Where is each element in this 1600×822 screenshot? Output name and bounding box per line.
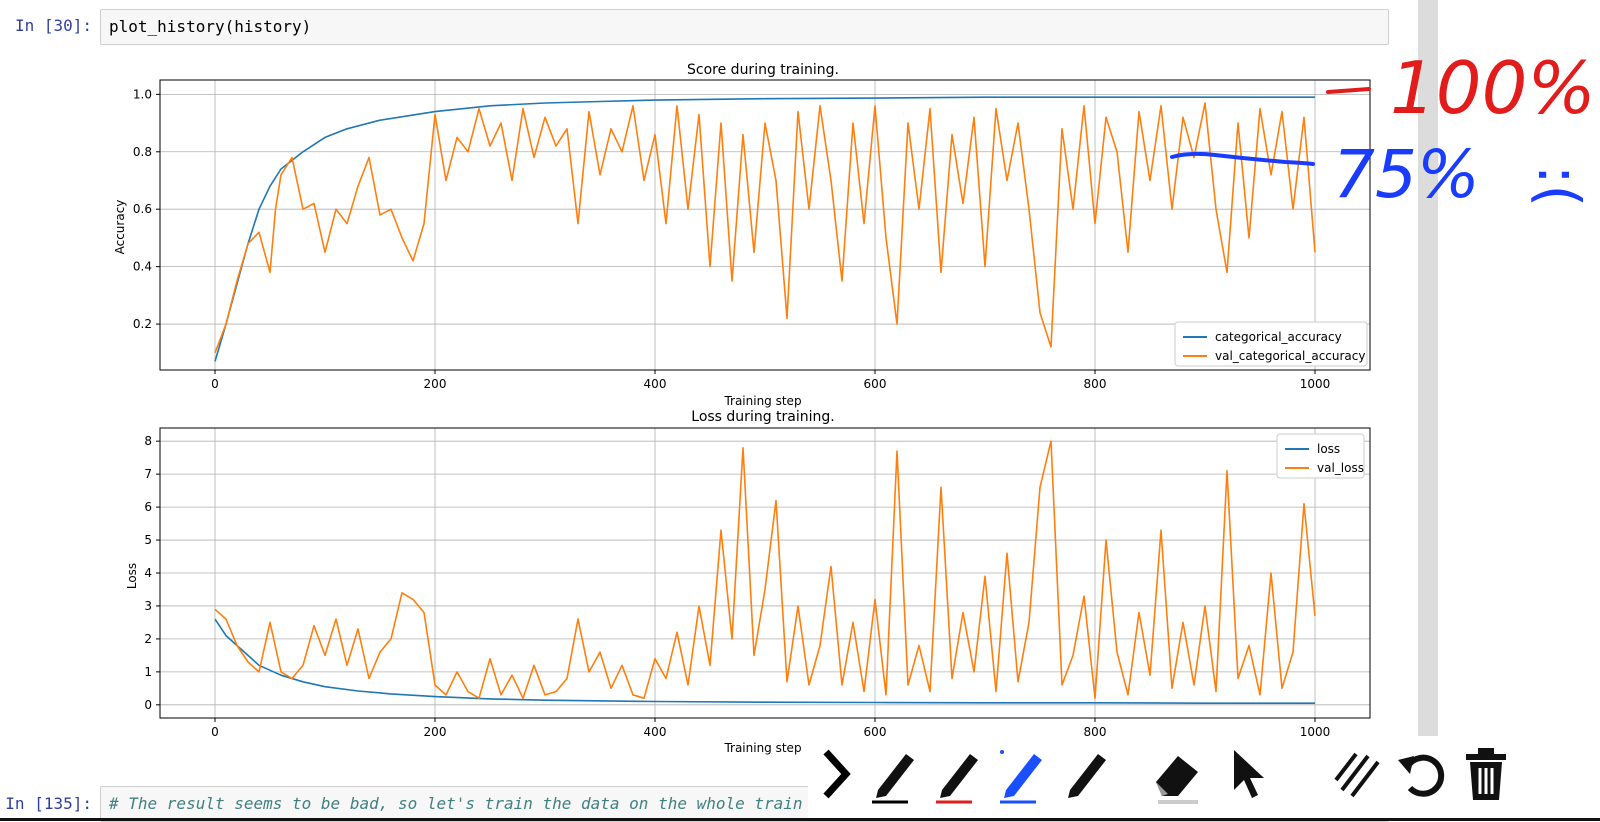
eraser-icon[interactable] xyxy=(1148,742,1208,806)
x-axis-label: Training step xyxy=(723,394,801,408)
y-tick-label: 0 xyxy=(144,698,152,712)
notebook-area: In [30]: plot_history(history) 0 200 400 60… xyxy=(5,9,1389,822)
legend-entry: val_loss xyxy=(1317,461,1364,475)
code-cell[interactable]: plot_history(history) xyxy=(100,9,1389,45)
chart-title: Loss during training. xyxy=(691,409,834,425)
y-tick-label: 1.0 xyxy=(133,87,152,101)
undo-icon[interactable] xyxy=(1392,742,1452,806)
y-tick-label: 7 xyxy=(144,467,152,481)
y-tick-label: 0.8 xyxy=(133,145,152,159)
window-bottom-edge xyxy=(0,818,1600,821)
cell-prompt: In [135]: xyxy=(5,794,92,813)
trash-icon[interactable] xyxy=(1456,742,1516,806)
y-tick-label: 6 xyxy=(144,500,152,514)
x-tick-label: 0 xyxy=(211,725,219,739)
pen-black-icon[interactable] xyxy=(864,742,924,806)
whiteboard-area[interactable] xyxy=(1418,0,1600,821)
series-line-val_loss xyxy=(214,440,1316,700)
loss-chart: 0 200 400 600 800 1000 0 1 2 3 4 5 6 7 8 loss val_loss xyxy=(144,427,1371,739)
chevron-right-icon[interactable] xyxy=(808,742,868,806)
clear-lines-icon[interactable] xyxy=(1328,742,1388,806)
legend: categorical_accuracy val_categorical_accu… xyxy=(1174,321,1368,367)
x-tick-label: 600 xyxy=(864,377,887,391)
chart-title: Score during training. xyxy=(687,62,839,78)
cell-prompt: In [30]: xyxy=(14,16,92,35)
legend-entry: categorical_accuracy xyxy=(1215,330,1342,344)
y-tick-label: 1 xyxy=(144,665,152,679)
x-tick-label: 0 xyxy=(211,377,219,391)
x-axis-label: Training step xyxy=(723,741,801,755)
x-tick-label: 400 xyxy=(644,725,667,739)
y-tick-label: 2 xyxy=(144,632,152,646)
legend: loss val_loss xyxy=(1276,433,1365,479)
scrollbar[interactable] xyxy=(1418,0,1438,821)
y-tick-label: 8 xyxy=(144,434,152,448)
x-tick-label: 600 xyxy=(864,725,887,739)
x-tick-label: 200 xyxy=(424,725,447,739)
y-tick-label: 0.4 xyxy=(133,260,152,274)
plot-output: 0 200 400 600 800 10000.20.40.60.81.0categori… xyxy=(113,62,1371,755)
plot-frame xyxy=(159,79,1371,371)
y-tick-label: 5 xyxy=(144,533,152,547)
y-tick-label: 0.2 xyxy=(133,317,152,331)
pen-white-icon[interactable] xyxy=(1056,742,1116,806)
x-tick-label: 800 xyxy=(1084,377,1107,391)
pen-blue-icon[interactable] xyxy=(992,742,1052,806)
x-tick-label: 400 xyxy=(644,377,667,391)
legend-entry: loss xyxy=(1317,442,1340,456)
legend-entry: val_categorical_accuracy xyxy=(1215,349,1365,363)
x-tick-label: 1000 xyxy=(1300,377,1331,391)
x-tick-label: 1000 xyxy=(1300,725,1331,739)
y-tick-label: 0.6 xyxy=(133,202,152,216)
pen-red-icon[interactable] xyxy=(928,742,988,806)
series-line-categorical_accuracy xyxy=(214,96,1315,362)
pointer-icon[interactable] xyxy=(1220,742,1280,806)
x-tick-label: 200 xyxy=(424,377,447,391)
legend-box xyxy=(1174,321,1368,367)
y-tick-label: 3 xyxy=(144,599,152,613)
series-line-loss xyxy=(214,618,1315,705)
y-tick-label: 4 xyxy=(144,566,152,580)
y-axis-label: Loss xyxy=(125,563,139,589)
accuracy-chart: 0 200 400 600 800 1000 0.2 0.4 0.6 0.8 1.0 categori… xyxy=(133,79,1371,391)
y-axis-label: Accuracy xyxy=(113,200,127,255)
x-tick-label: 800 xyxy=(1084,725,1107,739)
series-line-val_categorical_accuracy xyxy=(214,102,1316,354)
drawing-toolbar xyxy=(808,736,1600,818)
